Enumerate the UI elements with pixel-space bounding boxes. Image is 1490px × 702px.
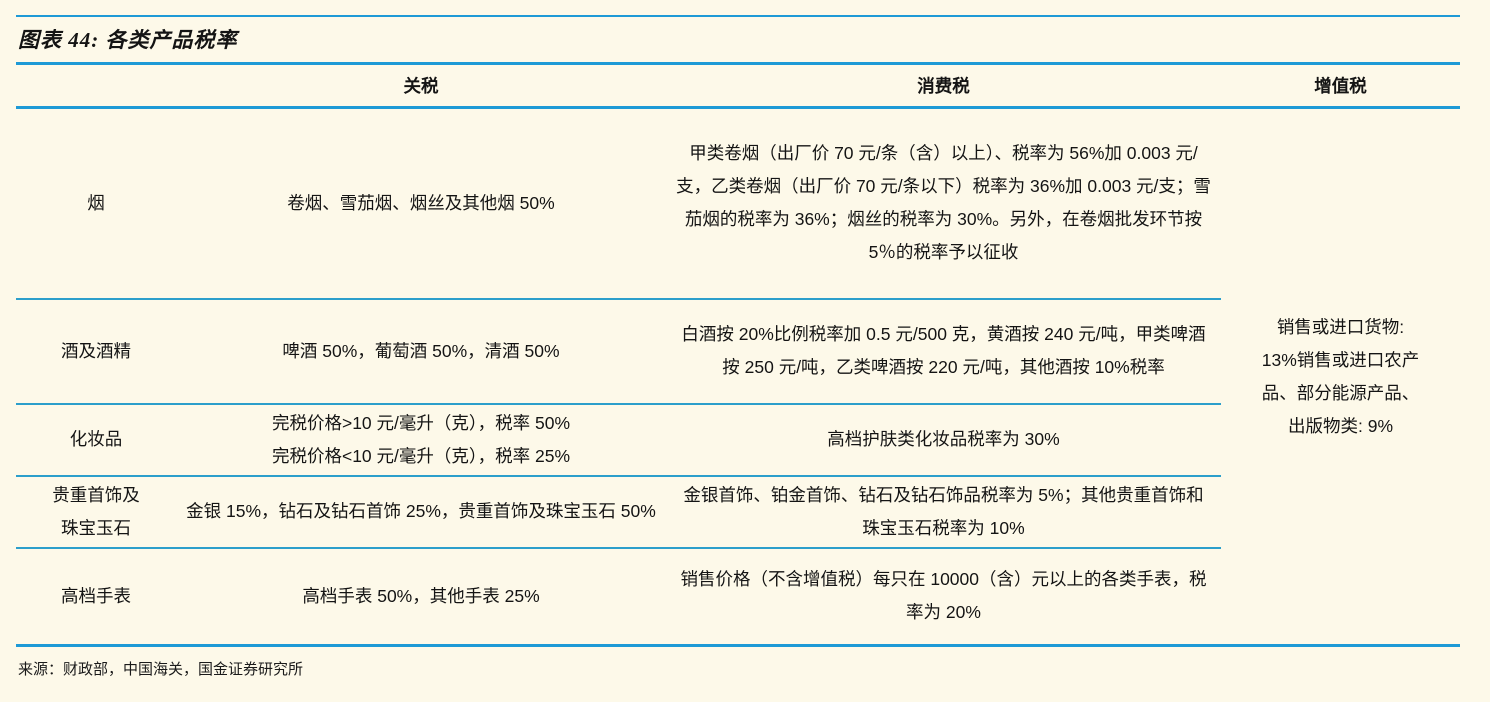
- header-tariff: 关税: [176, 63, 666, 109]
- source-note: 来源：财政部，中国海关，国金证券研究所: [18, 661, 304, 678]
- table-row-tobacco: 烟 卷烟、雪茄烟、烟丝及其他烟 50% 甲类卷烟（出厂价 70 元/条（含）以上…: [16, 107, 1460, 436]
- tax-rate-table: 关税 消费税 增值税 烟 卷烟、雪茄烟、烟丝及其他烟 50% 甲类卷烟（出厂价 …: [16, 62, 1460, 647]
- vat-merged-cell: 销售或进口货物: 13%销售或进口农产 品、部分能源产品、 出版物类: 9%: [1261, 316, 1420, 436]
- category-cell: 贵重首饰及 珠宝玉石: [16, 475, 176, 549]
- figure-title: 图表 44: 各类产品税率: [18, 28, 238, 52]
- consumption-tax-cell: 销售价格（不含增值税）每只在 10000（含）元以上的各类手表，税率为 20%: [680, 569, 1207, 623]
- header-vat: 增值税: [1221, 63, 1460, 109]
- tariff-cell: 完税价格>10 元/毫升（克），税率 50% 完税价格<10 元/毫升（克），税…: [176, 403, 666, 477]
- table-row-jewelry: 贵重首饰及 珠宝玉石 金银 15%，钻石及钻石首饰 25%，贵重首饰及珠宝玉石 …: [16, 475, 1460, 549]
- table-row-alcohol: 酒及酒精 啤酒 50%，葡萄酒 50%，清酒 50% 白酒按 20%比例税率加 …: [16, 298, 1460, 405]
- consumption-tax-cell: 金银首饰、铂金首饰、钻石及钻石饰品税率为 5%；其他贵重首饰和珠宝玉石税率为 1…: [666, 475, 1221, 549]
- category-cell: 烟: [16, 107, 176, 300]
- category-cell: 高档手表: [61, 585, 131, 606]
- report-figure: 图表 44: 各类产品税率 关税 消费税 增值税 烟 卷烟、雪茄烟、烟丝及其他烟…: [16, 15, 1460, 678]
- category-cell: 酒及酒精: [16, 298, 176, 405]
- table-row-cosmetics: 化妆品 完税价格>10 元/毫升（克），税率 50% 完税价格<10 元/毫升（…: [16, 403, 1460, 477]
- tariff-cell: 卷烟、雪茄烟、烟丝及其他烟 50%: [176, 107, 666, 300]
- consumption-tax-cell: 高档护肤类化妆品税率为 30%: [666, 403, 1221, 477]
- header-category: [16, 63, 176, 109]
- tariff-cell: 高档手表 50%，其他手表 25%: [302, 585, 540, 606]
- tariff-cell: 啤酒 50%，葡萄酒 50%，清酒 50%: [176, 298, 666, 405]
- consumption-tax-cell: 甲类卷烟（出厂价 70 元/条（含）以上）、税率为 56%加 0.003 元/支…: [666, 107, 1221, 300]
- consumption-tax-cell: 白酒按 20%比例税率加 0.5 元/500 克，黄酒按 240 元/吨，甲类啤…: [666, 298, 1221, 405]
- tariff-cell: 金银 15%，钻石及钻石首饰 25%，贵重首饰及珠宝玉石 50%: [176, 475, 666, 549]
- category-cell: 化妆品: [16, 403, 176, 477]
- table-header-row: 关税 消费税 增值税: [16, 63, 1460, 109]
- top-divider-line: [16, 15, 1460, 17]
- table-row-watches: 高档手表 高档手表 50%，其他手表 25% 销售价格（不含增值税）每只在 10…: [16, 548, 1460, 646]
- header-consumption-tax: 消费税: [666, 63, 1221, 109]
